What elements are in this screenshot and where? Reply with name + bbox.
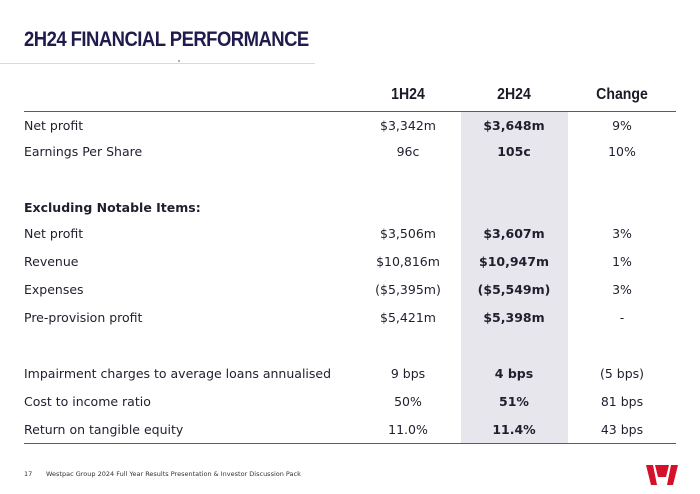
- table-row: Pre-provision profit $5,421m $5,398m -: [0, 308, 700, 328]
- value-change: 43 bps: [600, 422, 644, 437]
- value-2h24: 105c: [497, 144, 531, 159]
- value-1h24: 11.0%: [388, 422, 428, 437]
- table-row: Earnings Per Share 96c 105c 10%: [0, 142, 700, 162]
- table-row: Expenses ($5,395m) ($5,549m) 3%: [0, 280, 700, 300]
- title-divider: [0, 63, 315, 64]
- value-2h24: $5,398m: [483, 310, 545, 325]
- row-label: Revenue: [24, 254, 79, 269]
- value-2h24: $3,607m: [483, 226, 545, 241]
- value-change: 3%: [612, 226, 632, 241]
- westpac-w-logo-icon: [646, 465, 678, 485]
- value-2h24: 11.4%: [492, 422, 536, 437]
- row-label: Expenses: [24, 282, 84, 297]
- row-label: Return on tangible equity: [24, 422, 184, 437]
- table-row: Return on tangible equity 11.0% 11.4% 43…: [0, 420, 700, 440]
- row-label: Pre-provision profit: [24, 310, 143, 325]
- row-label: Net profit: [24, 118, 84, 133]
- column-header-1h24: 1H24: [391, 86, 425, 103]
- value-change: 1%: [612, 254, 632, 269]
- value-1h24: $5,421m: [380, 310, 436, 325]
- table-top-rule: [24, 111, 676, 112]
- value-change: -: [619, 310, 625, 325]
- value-1h24: 50%: [394, 394, 422, 409]
- table-row: Net profit $3,342m $3,648m 9%: [0, 116, 700, 136]
- table-row: Cost to income ratio 50% 51% 81 bps: [0, 392, 700, 412]
- row-label: Impairment charges to average loans annu…: [24, 366, 332, 381]
- value-change: 3%: [612, 282, 632, 297]
- value-change: 81 bps: [600, 394, 644, 409]
- value-change: (5 bps): [599, 366, 645, 381]
- footer: 17 Westpac Group 2024 Full Year Results P…: [24, 470, 301, 478]
- footer-text: Westpac Group 2024 Full Year Results Pre…: [46, 470, 301, 478]
- column-header-change: Change: [596, 86, 648, 103]
- value-1h24: 9 bps: [390, 366, 426, 381]
- table-row: Revenue $10,816m $10,947m 1%: [0, 252, 700, 272]
- value-1h24: 96c: [396, 144, 420, 159]
- value-1h24: $3,506m: [380, 226, 436, 241]
- value-change: 9%: [612, 118, 632, 133]
- table-row: Net profit $3,506m $3,607m 3%: [0, 224, 700, 244]
- table-bottom-rule: [24, 443, 676, 444]
- section-heading: Excluding Notable Items:: [24, 200, 201, 215]
- row-label: Earnings Per Share: [24, 144, 143, 159]
- 2h24-column-highlight: [461, 112, 568, 443]
- row-label: Cost to income ratio: [24, 394, 151, 409]
- page-title: 2H24 FINANCIAL PERFORMANCE: [24, 28, 309, 51]
- value-2h24: $3,648m: [483, 118, 545, 133]
- value-2h24: $10,947m: [479, 254, 549, 269]
- row-label: Net profit: [24, 226, 84, 241]
- page-number: 17: [24, 470, 33, 478]
- value-change: 10%: [608, 144, 636, 159]
- value-1h24: ($5,395m): [375, 282, 441, 297]
- value-2h24: ($5,549m): [477, 282, 551, 297]
- decorative-dot: [178, 60, 180, 62]
- value-2h24: 51%: [499, 394, 529, 409]
- value-2h24: 4 bps: [494, 366, 534, 381]
- value-1h24: $10,816m: [376, 254, 440, 269]
- value-1h24: $3,342m: [380, 118, 436, 133]
- column-header-2h24: 2H24: [497, 86, 531, 103]
- table-row: Impairment charges to average loans annu…: [0, 364, 700, 384]
- section-heading-row: Excluding Notable Items:: [0, 198, 700, 218]
